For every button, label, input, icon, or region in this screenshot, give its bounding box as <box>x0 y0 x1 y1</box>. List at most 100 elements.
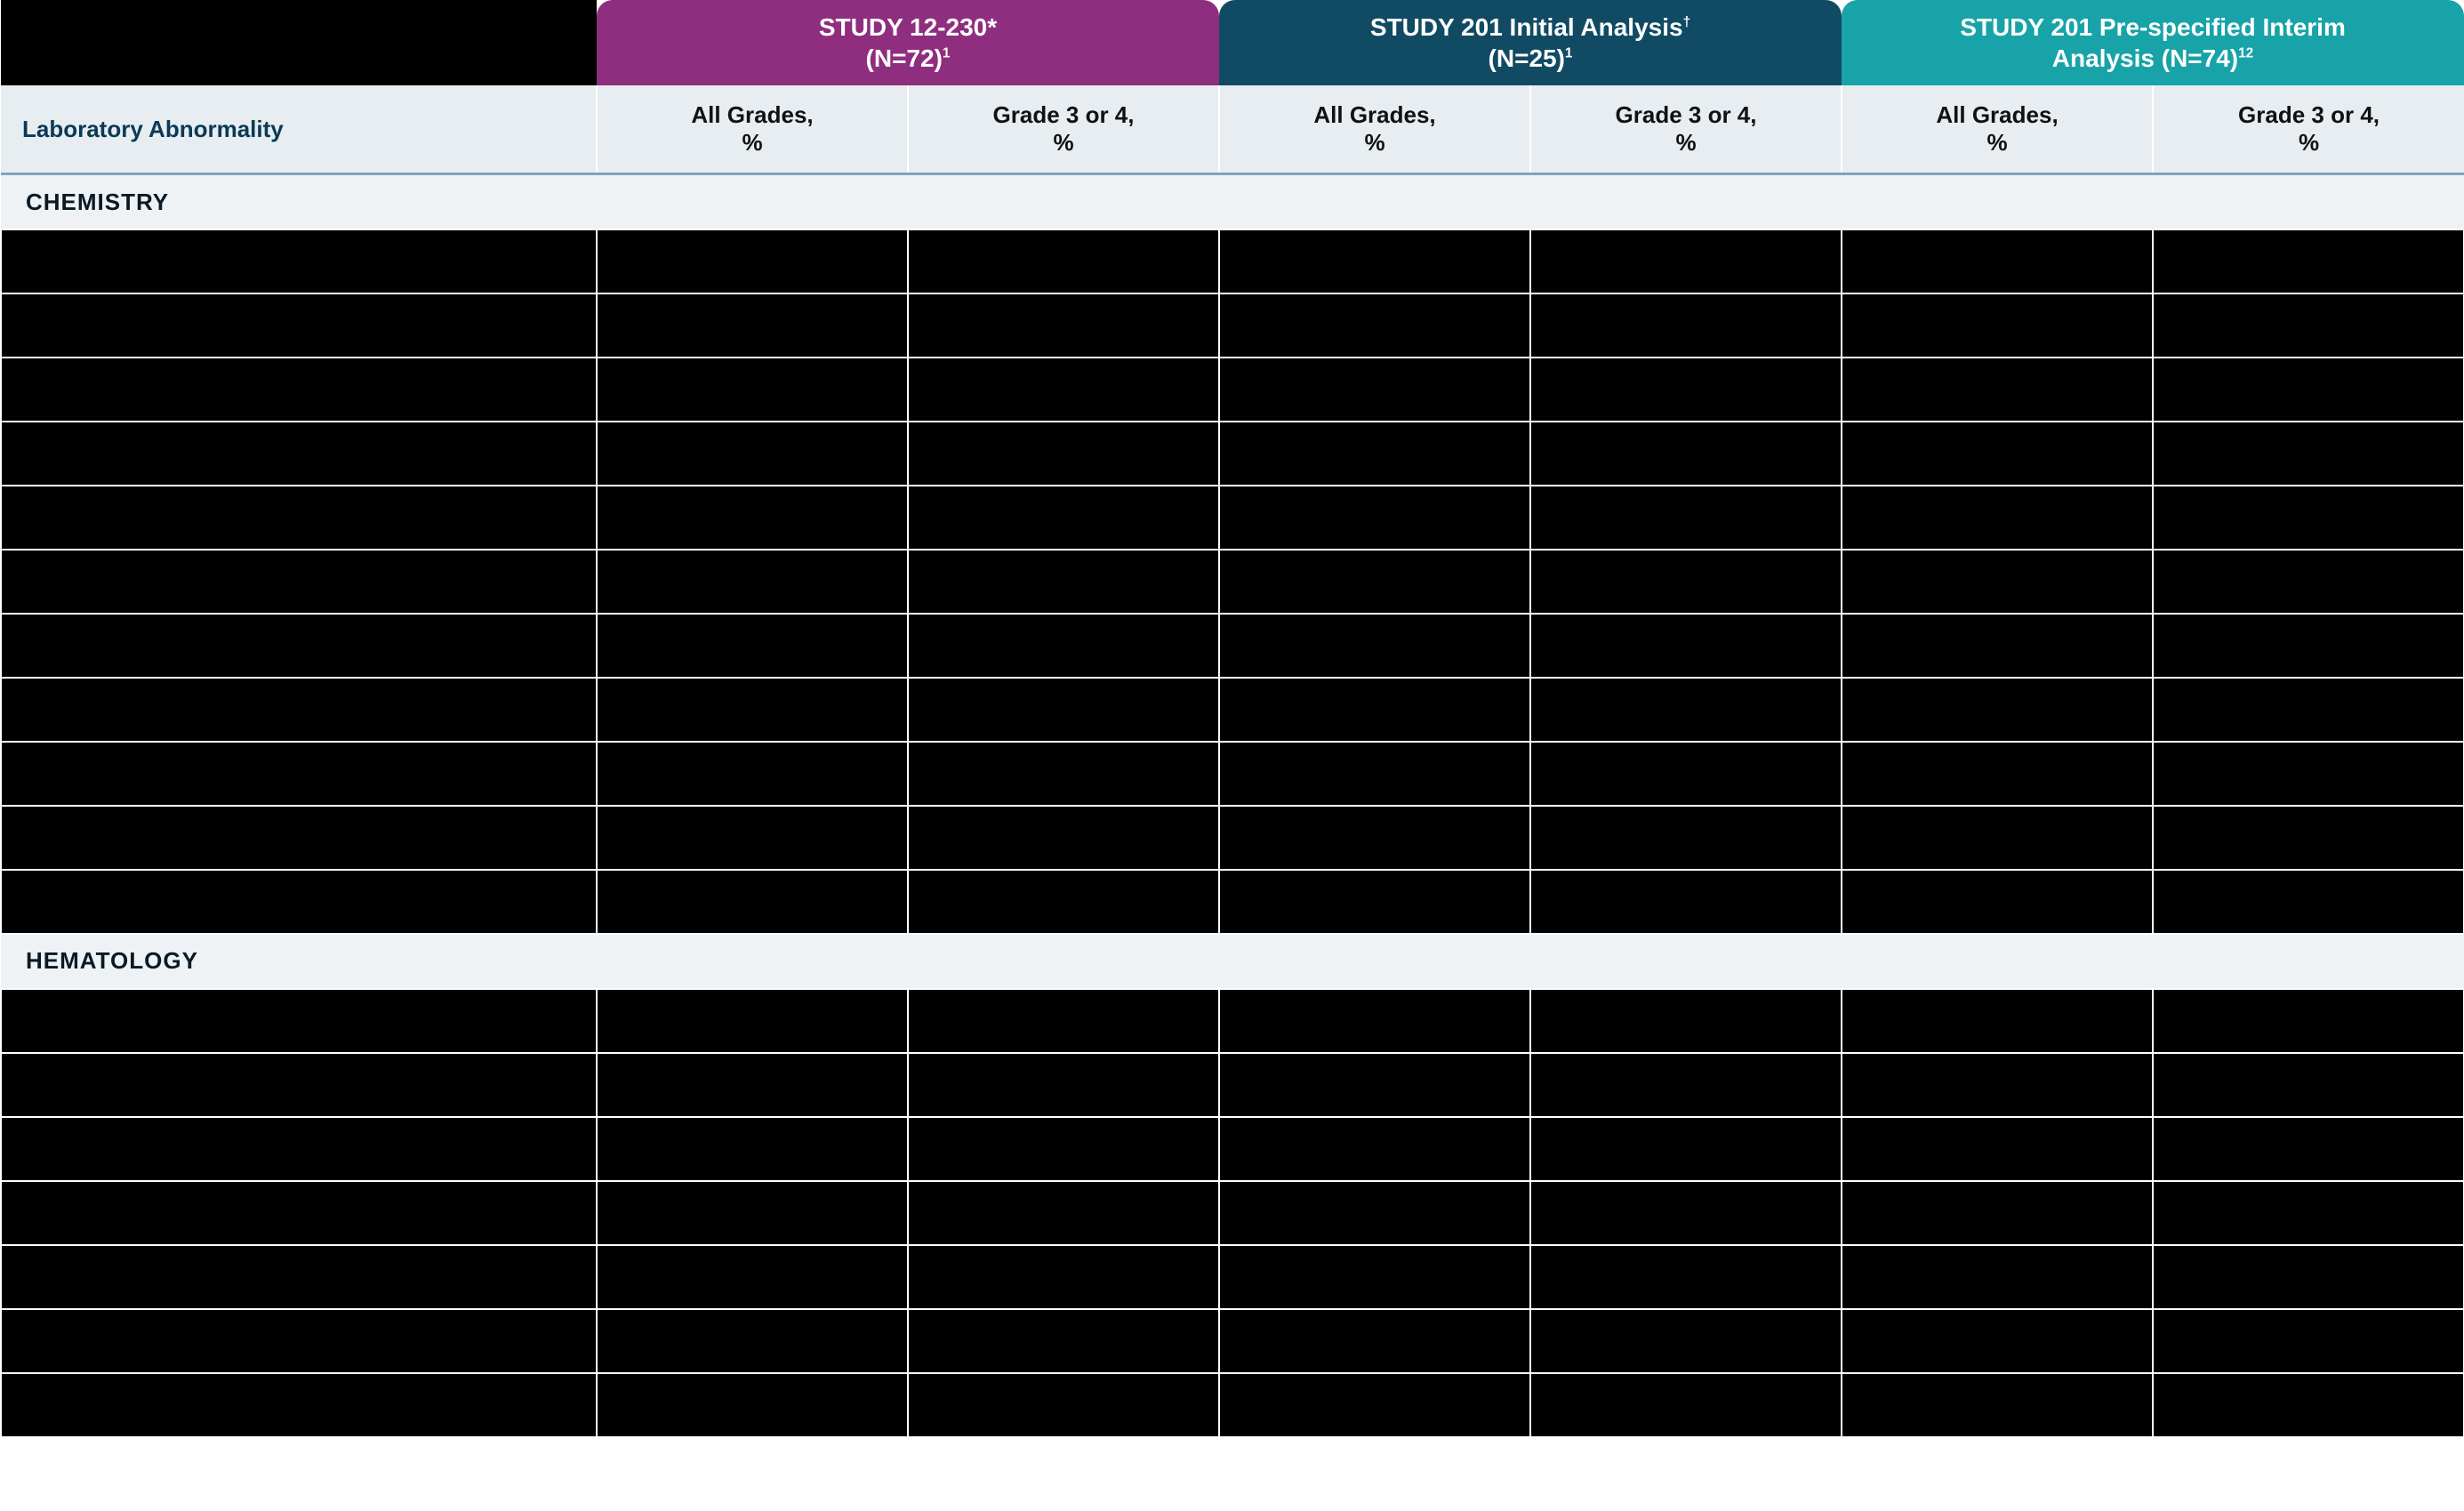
data-cell <box>597 550 908 614</box>
table-row <box>1 742 2464 806</box>
data-cell <box>1219 1309 1530 1373</box>
table-row <box>1 1245 2464 1309</box>
data-cell <box>597 293 908 358</box>
data-cell <box>2153 550 2464 614</box>
table-row <box>1 1053 2464 1117</box>
data-cell <box>597 1053 908 1117</box>
table-row <box>1 1373 2464 1437</box>
data-cell <box>1530 678 1842 742</box>
data-cell <box>908 358 1219 422</box>
data-cell <box>1842 550 2153 614</box>
data-cell <box>1842 678 2153 742</box>
data-cell <box>2153 742 2464 806</box>
data-cell <box>908 1245 1219 1309</box>
table-row <box>1 229 2464 293</box>
data-cell <box>1842 229 2153 293</box>
data-cell <box>1219 1373 1530 1437</box>
row-label-cell <box>1 486 597 550</box>
data-cell <box>1219 806 1530 870</box>
data-cell <box>1842 989 2153 1053</box>
sub-column-header: Grade 3 or 4,% <box>2153 85 2464 174</box>
row-header-label: Laboratory Abnormality <box>1 85 597 174</box>
data-cell <box>597 1309 908 1373</box>
lab-abnormality-table: STUDY 12-230*(N=72)1STUDY 201 Initial An… <box>0 0 2464 1438</box>
row-label-cell <box>1 550 597 614</box>
data-cell <box>908 742 1219 806</box>
data-cell <box>1530 550 1842 614</box>
data-cell <box>1842 1309 2153 1373</box>
study-header-2: STUDY 201 Pre-specified InterimAnalysis … <box>1842 0 2464 85</box>
data-cell <box>1530 422 1842 486</box>
data-cell <box>908 989 1219 1053</box>
table-row <box>1 870 2464 934</box>
data-cell <box>1219 1053 1530 1117</box>
data-cell <box>1530 486 1842 550</box>
table-row <box>1 422 2464 486</box>
data-cell <box>2153 870 2464 934</box>
table-row <box>1 550 2464 614</box>
row-label-cell <box>1 678 597 742</box>
data-cell <box>1842 1181 2153 1245</box>
row-label-cell <box>1 422 597 486</box>
table-body: CHEMISTRY HEMATOLOGY <box>1 174 2464 1437</box>
data-cell <box>597 1245 908 1309</box>
sub-column-header: Grade 3 or 4,% <box>908 85 1219 174</box>
data-cell <box>1842 870 2153 934</box>
data-cell <box>908 229 1219 293</box>
row-label-cell <box>1 358 597 422</box>
data-cell <box>1530 1181 1842 1245</box>
study-header-1: STUDY 201 Initial Analysis†(N=25)1 <box>1219 0 1842 85</box>
data-cell <box>597 678 908 742</box>
section-title: HEMATOLOGY <box>1 934 2464 989</box>
data-cell <box>1530 742 1842 806</box>
sub-column-header: All Grades,% <box>1842 85 2153 174</box>
data-cell <box>2153 806 2464 870</box>
data-cell <box>2153 293 2464 358</box>
row-label-cell <box>1 806 597 870</box>
data-cell <box>2153 358 2464 422</box>
data-cell <box>908 614 1219 678</box>
data-cell <box>1530 1245 1842 1309</box>
data-cell <box>1530 229 1842 293</box>
data-cell <box>1842 293 2153 358</box>
data-cell <box>2153 1309 2464 1373</box>
row-label-cell <box>1 293 597 358</box>
data-cell <box>1842 614 2153 678</box>
row-label-cell <box>1 1373 597 1437</box>
data-cell <box>1219 422 1530 486</box>
data-cell <box>1219 358 1530 422</box>
data-cell <box>908 806 1219 870</box>
data-cell <box>1219 486 1530 550</box>
data-cell <box>597 1373 908 1437</box>
table-row <box>1 989 2464 1053</box>
data-cell <box>2153 614 2464 678</box>
data-cell <box>908 1053 1219 1117</box>
table-row <box>1 1117 2464 1181</box>
section-row: HEMATOLOGY <box>1 934 2464 989</box>
data-cell <box>1842 1245 2153 1309</box>
data-cell <box>597 229 908 293</box>
table-row <box>1 1181 2464 1245</box>
data-cell <box>1530 614 1842 678</box>
data-cell <box>1530 1053 1842 1117</box>
data-cell <box>597 870 908 934</box>
data-cell <box>597 806 908 870</box>
data-cell <box>1219 1245 1530 1309</box>
table-row <box>1 293 2464 358</box>
data-cell <box>908 870 1219 934</box>
data-cell <box>1219 614 1530 678</box>
data-cell <box>597 486 908 550</box>
section-title: CHEMISTRY <box>1 174 2464 229</box>
data-cell <box>1842 1053 2153 1117</box>
data-cell <box>2153 1053 2464 1117</box>
data-cell <box>1219 678 1530 742</box>
data-cell <box>1530 806 1842 870</box>
data-cell <box>908 486 1219 550</box>
corner-blank-cell <box>1 0 597 85</box>
data-cell <box>2153 1181 2464 1245</box>
data-cell <box>908 1309 1219 1373</box>
data-cell <box>597 614 908 678</box>
sub-column-header: Grade 3 or 4,% <box>1530 85 1842 174</box>
data-cell <box>1530 1117 1842 1181</box>
data-cell <box>908 422 1219 486</box>
